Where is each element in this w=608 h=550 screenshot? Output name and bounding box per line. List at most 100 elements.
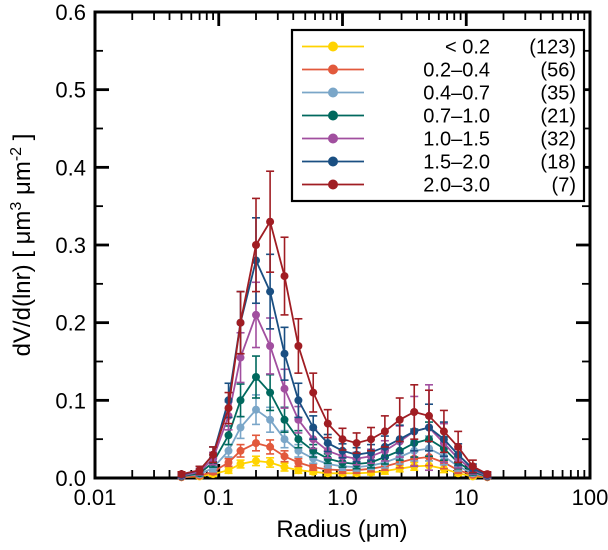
legend-marker [328,64,338,75]
data-marker [395,415,404,424]
data-marker [309,388,318,397]
legend-marker [328,133,338,144]
legend-label: 0.2–0.4 [423,60,490,82]
legend-item: 1.5–2.0 (18) [302,152,576,174]
legend-marker [328,41,338,52]
x-tick-label: 0.1 [203,485,234,510]
legend-marker [328,156,338,167]
series-line [181,459,488,479]
data-marker [236,460,245,468]
legend-count: (18) [540,152,576,174]
data-marker [266,442,275,451]
data-marker [323,439,332,448]
series-line [181,408,488,478]
data-marker [266,458,275,467]
x-tick-label: 100 [572,485,608,510]
data-marker [323,419,332,428]
data-marker [367,435,375,444]
axis-labels: 0.01 0.1 1.0 10 100 0.0 0.1 0.2 0.3 0.4 0.5 0.6 dV/d… [8,0,608,510]
y-tick-label: 0.4 [55,155,86,180]
y-tick-label: 0.2 [55,311,86,336]
y-axis-title: dV/d(lnr) [ μm3 μm-2 ] [8,134,36,357]
data-marker [209,450,218,459]
data-marker [280,463,289,472]
series-line [181,312,488,477]
legend-count: (123) [529,37,576,59]
series-line [181,375,488,478]
legend-count: (21) [540,106,576,128]
data-marker [294,458,303,467]
data-marker [280,415,289,424]
data-marker [280,272,289,281]
y-tick-label: 0.3 [55,233,86,258]
data-marker [338,435,347,444]
legend-marker [328,87,338,98]
data-marker [236,396,245,405]
legend-item: 1.0–1.5 (32) [302,129,576,151]
data-marker [236,446,245,455]
series-line [181,442,488,479]
data-marker [195,466,204,475]
data-marker [425,411,433,420]
data-marker [224,446,233,455]
legend-label: < 0.2 [445,37,490,59]
data-marker [280,384,289,393]
data-marker [224,466,233,475]
data-marker [266,388,275,397]
data-marker [224,404,233,413]
legend: < 0.2 (123) 0.2–0.4 (56) 0.4–0.7 (35) 0.7–1.0 (… [290,28,586,203]
data-marker [266,287,275,296]
data-marker [294,396,303,405]
data-marker [236,423,245,432]
data-marker [294,342,303,350]
data-marker [309,463,318,472]
x-tick-label: 0.01 [74,485,117,510]
data-marker [266,342,275,350]
legend-count: (32) [540,129,576,151]
data-marker [252,405,260,414]
series-2.0-3.0 [177,170,492,479]
x-tick-label: 1.0 [327,485,358,510]
legend-item: 2.0–3.0 (7) [302,175,576,197]
data-marker [280,349,289,358]
data-marker [468,462,477,471]
legend-label: 0.7–1.0 [423,106,490,128]
legend-count: (35) [540,83,576,105]
y-tick-label: 0.0 [55,466,86,491]
legend-item: 0.7–1.0 (21) [302,106,576,128]
data-marker [177,470,186,479]
axes [93,10,592,480]
data-marker [252,310,260,319]
data-marker [280,452,289,461]
data-marker [224,431,233,440]
x-tick-label: 10 [454,485,478,510]
data-marker [236,353,245,362]
series-line [181,219,488,475]
data-marker [266,415,275,424]
legend-count: (7) [552,175,576,197]
y-tick-label: 0.5 [55,78,86,103]
data-marker [439,427,448,436]
data-marker [252,456,260,465]
data-marker [294,446,303,455]
data-marker [236,318,245,327]
data-marker [252,439,260,448]
y-tick-label: 0.6 [55,0,86,25]
legend-marker [328,110,338,121]
legend-item: 0.4–0.7 (35) [302,83,576,105]
legend-item: 0.2–0.4 (56) [302,60,576,82]
data-marker [352,439,361,448]
data-marker [224,458,233,467]
data-marker [252,241,260,249]
legend-label: 1.0–1.5 [423,129,490,151]
data-marker [252,373,260,381]
legend-marker [328,179,338,190]
data-marker [309,423,318,432]
y-tick-label: 0.1 [55,388,86,413]
data-marker [294,466,303,475]
data-marker [380,427,389,436]
data-marker [266,217,275,226]
data-marker [454,442,463,451]
